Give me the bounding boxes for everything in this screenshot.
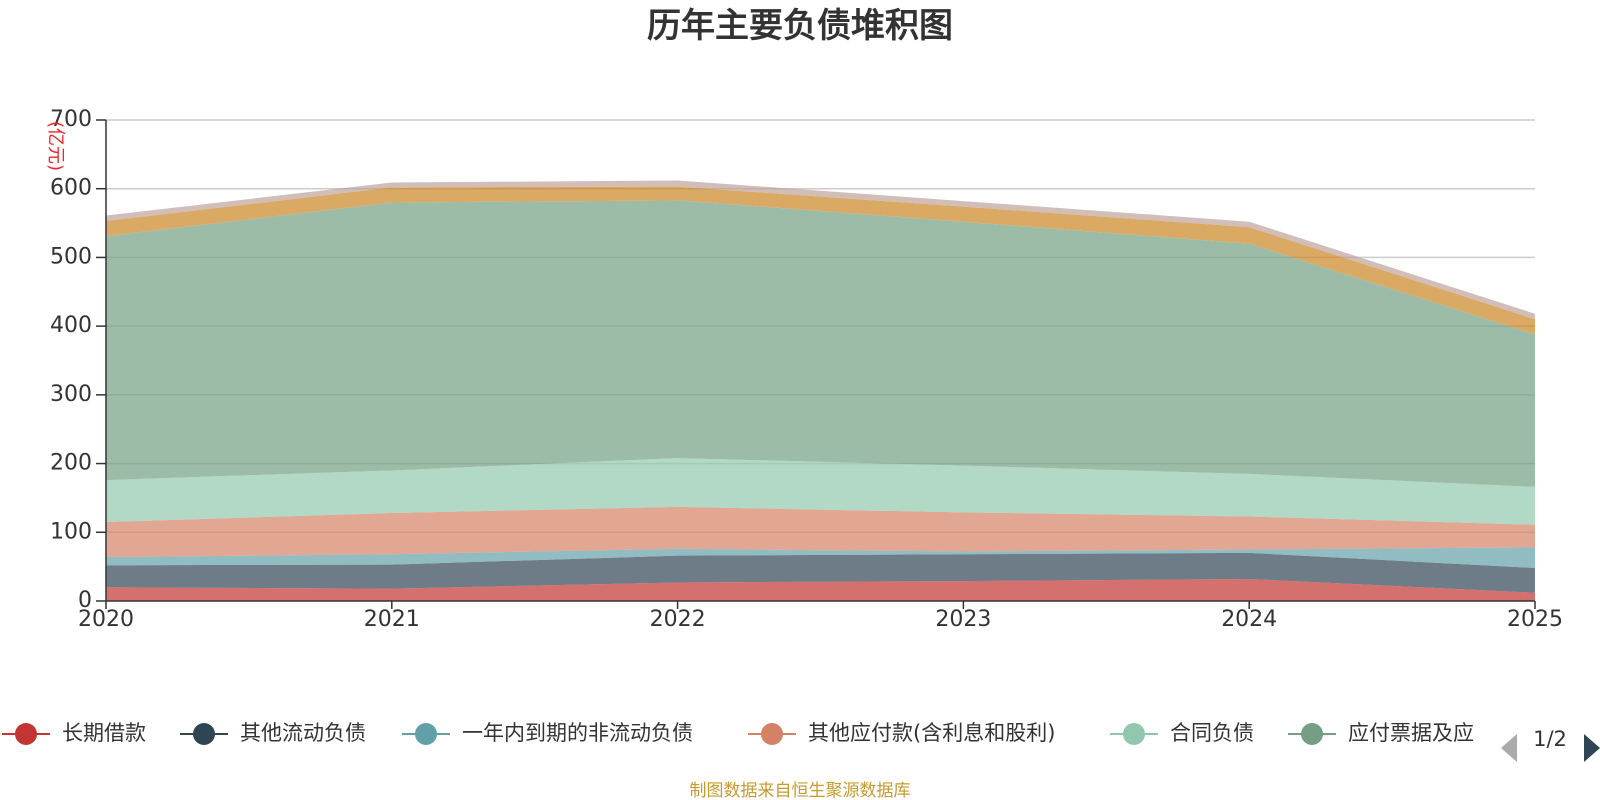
legend-label: 其他应付款(含利息和股利) — [808, 721, 1055, 745]
y-tick-labels: 0 100 200 300 400 500 600 700 — [50, 107, 106, 613]
legend-pager: 1/2 — [1501, 727, 1600, 762]
legend-marker — [761, 723, 783, 745]
legend-label: 长期借款 — [62, 721, 146, 745]
area-series-3 — [106, 506, 1535, 558]
area-series-2 — [106, 547, 1535, 569]
y-tick-label: 400 — [50, 313, 92, 338]
legend-item[interactable]: 其他流动负债 — [180, 721, 366, 745]
y-tick-label: 600 — [50, 176, 92, 201]
area-series-5 — [106, 200, 1535, 487]
legend-item[interactable]: 其他应付款(含利息和股利) — [748, 721, 1055, 745]
y-tick-label: 300 — [50, 382, 92, 407]
prev-page-icon[interactable] — [1501, 734, 1517, 762]
next-page-icon[interactable] — [1584, 734, 1600, 762]
x-tick-label: 2022 — [650, 607, 706, 632]
legend-item[interactable]: 应付票据及应 — [1288, 721, 1474, 745]
y-tick-label: 0 — [78, 588, 92, 613]
legend-label: 一年内到期的非流动负债 — [462, 721, 693, 745]
legend-marker — [415, 723, 437, 745]
legend-marker — [193, 723, 215, 745]
legend-item[interactable]: 长期借款 — [2, 721, 146, 745]
x-tick-label: 2023 — [935, 607, 991, 632]
chart-title: 历年主要负债堆积图 — [647, 6, 953, 46]
source-note: 制图数据来自恒生聚源数据库 — [690, 781, 911, 800]
x-tick-label: 2020 — [78, 607, 134, 632]
x-tick-label: 2024 — [1221, 607, 1277, 632]
legend-marker — [15, 723, 37, 745]
x-tick-labels: 2020 2021 2022 2023 2024 2025 — [78, 601, 1563, 632]
y-unit-label: (亿元) — [45, 121, 66, 171]
area-series-6 — [106, 186, 1535, 335]
y-tick-label: 700 — [50, 107, 92, 132]
legend-page-indicator: 1/2 — [1533, 727, 1567, 751]
area-series-4 — [106, 458, 1535, 525]
legend-label: 合同负债 — [1170, 721, 1254, 745]
legend-marker — [1301, 723, 1323, 745]
legend: 长期借款 其他流动负债 一年内到期的非流动负债 其他应付款(含利息和股利) 合同负债 应付… — [2, 721, 1474, 745]
area-series-1 — [106, 552, 1535, 593]
area-series — [106, 180, 1535, 601]
legend-marker — [1123, 723, 1145, 745]
y-tick-label: 100 — [50, 519, 92, 544]
x-tick-label: 2021 — [364, 607, 420, 632]
axes — [105, 120, 1535, 602]
area-series-0 — [106, 579, 1535, 601]
x-tick-label: 2025 — [1507, 607, 1563, 632]
legend-item[interactable]: 一年内到期的非流动负债 — [402, 721, 693, 745]
y-tick-label: 200 — [50, 451, 92, 476]
legend-label: 应付票据及应 — [1348, 721, 1474, 745]
y-tick-label: 500 — [50, 244, 92, 269]
legend-item[interactable]: 合同负债 — [1110, 721, 1254, 745]
legend-label: 其他流动负债 — [240, 721, 366, 745]
